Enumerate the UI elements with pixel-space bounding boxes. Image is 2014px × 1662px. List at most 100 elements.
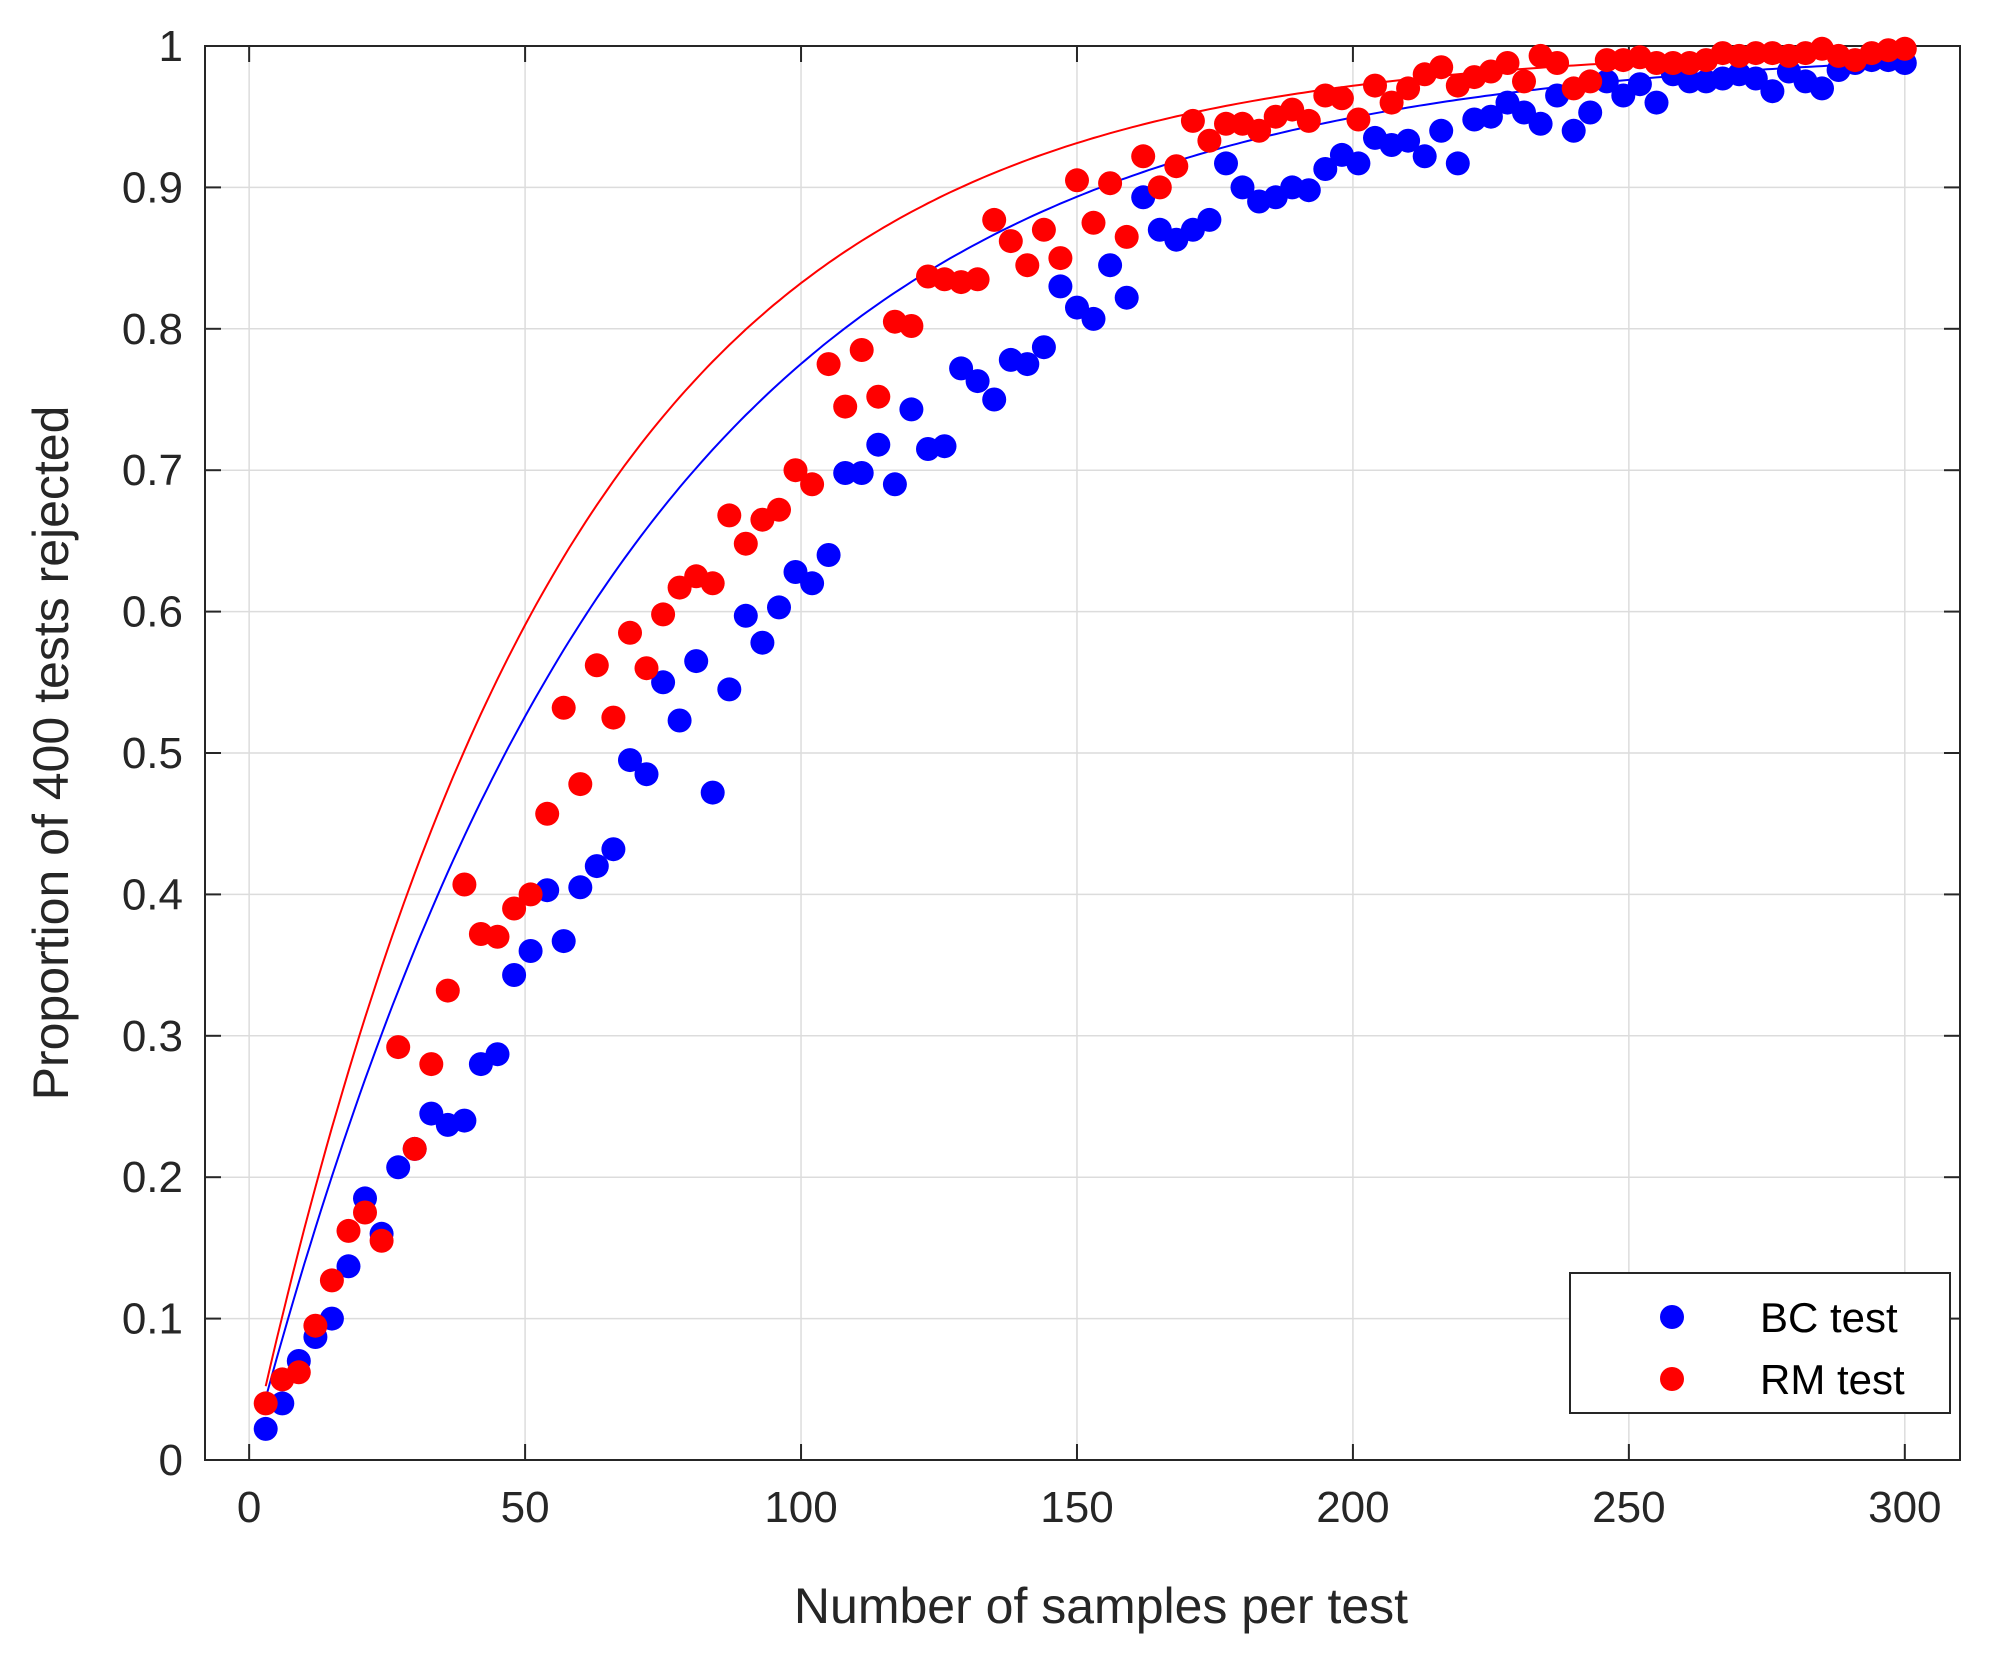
data-point xyxy=(899,314,924,338)
series-bc-test xyxy=(253,48,1917,1441)
data-point xyxy=(618,748,642,773)
data-point xyxy=(1478,104,1503,129)
data-point xyxy=(386,1155,411,1180)
data-point xyxy=(1114,285,1139,310)
x-tick-label: 250 xyxy=(1592,1483,1665,1532)
data-point xyxy=(1545,51,1570,75)
data-point xyxy=(1015,352,1040,377)
legend: BC test RM test xyxy=(1569,1272,1951,1414)
data-point xyxy=(353,1200,377,1225)
data-point xyxy=(601,705,626,730)
x-axis-ticks: 0 50 100 150 200 250 300 xyxy=(237,46,1942,1532)
data-point xyxy=(336,1218,361,1243)
data-point xyxy=(319,1268,344,1293)
fit-curve-rm-test xyxy=(264,51,1905,1387)
fit-curve-bc-test xyxy=(264,61,1905,1399)
data-point xyxy=(1396,128,1421,153)
data-point xyxy=(882,472,907,497)
data-point xyxy=(286,1360,311,1385)
legend-marker-bc xyxy=(1660,1305,1684,1329)
data-point xyxy=(1594,48,1619,73)
data-point xyxy=(1296,178,1321,203)
data-point xyxy=(1627,72,1652,97)
data-point xyxy=(767,595,791,620)
data-point xyxy=(1164,154,1189,179)
legend-label-rm: RM test xyxy=(1760,1356,1905,1403)
data-point xyxy=(1429,55,1454,80)
data-point xyxy=(1313,157,1338,181)
data-point xyxy=(584,854,609,879)
data-point xyxy=(502,896,527,921)
x-tick-label: 100 xyxy=(764,1483,837,1532)
data-point xyxy=(1594,69,1619,94)
data-point xyxy=(1197,207,1222,232)
data-point xyxy=(1379,90,1404,115)
data-point xyxy=(750,630,775,655)
data-point xyxy=(485,924,510,949)
data-point xyxy=(833,461,858,485)
data-point xyxy=(1346,151,1371,176)
data-point xyxy=(667,708,692,733)
data-point xyxy=(551,695,576,720)
data-point xyxy=(1230,175,1255,200)
data-point xyxy=(402,1136,427,1161)
y-axis-label: Proportion of 400 tests rejected xyxy=(23,406,79,1101)
series-rm-test xyxy=(253,36,1917,1416)
data-point xyxy=(1214,151,1238,176)
data-point xyxy=(651,670,676,695)
data-point xyxy=(1445,151,1470,176)
x-tick-label: 50 xyxy=(501,1483,550,1532)
data-point xyxy=(1098,253,1123,278)
data-point xyxy=(949,356,974,381)
y-axis-ticks: 0 0.1 0.2 0.3 0.4 0.5 0.6 0.7 0.8 0.9 1 xyxy=(122,22,1960,1485)
data-point xyxy=(1329,86,1354,111)
y-tick-label: 0.5 xyxy=(122,729,183,778)
data-point xyxy=(1015,253,1040,278)
data-point xyxy=(1098,171,1123,196)
data-point xyxy=(1892,36,1917,61)
x-axis-label: Number of samples per test xyxy=(794,1578,1408,1634)
data-point xyxy=(717,503,742,528)
data-point xyxy=(1561,118,1586,143)
data-point xyxy=(336,1254,361,1279)
data-point xyxy=(502,963,527,987)
data-point xyxy=(783,458,808,483)
data-point xyxy=(982,387,1007,412)
y-tick-label: 0.1 xyxy=(122,1295,183,1344)
data-point xyxy=(866,432,891,457)
data-point xyxy=(518,939,543,963)
data-point xyxy=(435,978,460,1003)
data-point xyxy=(1429,118,1454,143)
data-point xyxy=(1031,335,1056,360)
data-point xyxy=(700,780,725,805)
data-point xyxy=(1197,128,1222,153)
data-point xyxy=(1081,306,1106,331)
data-point xyxy=(1114,224,1139,249)
data-point xyxy=(651,602,676,627)
legend-marker-rm xyxy=(1660,1367,1684,1391)
data-point xyxy=(1743,66,1768,91)
data-point xyxy=(767,497,791,522)
data-point xyxy=(1677,69,1702,94)
y-tick-label: 0.9 xyxy=(122,163,183,212)
data-point xyxy=(535,801,560,826)
data-point xyxy=(1131,144,1156,169)
data-point xyxy=(849,338,874,362)
data-point xyxy=(1247,118,1272,143)
y-tick-label: 0.4 xyxy=(122,870,183,919)
data-point xyxy=(1810,76,1834,101)
data-point xyxy=(833,394,858,419)
data-point xyxy=(369,1228,394,1253)
data-point xyxy=(568,772,593,797)
data-point xyxy=(684,649,709,674)
data-point xyxy=(1180,108,1205,133)
data-point xyxy=(1065,168,1089,193)
y-tick-label: 0.6 xyxy=(122,588,183,637)
data-point xyxy=(419,1052,444,1077)
data-point xyxy=(1412,144,1437,169)
data-point xyxy=(1214,111,1238,136)
data-point xyxy=(634,762,659,787)
data-point xyxy=(386,1035,411,1060)
x-tick-label: 0 xyxy=(237,1483,261,1532)
